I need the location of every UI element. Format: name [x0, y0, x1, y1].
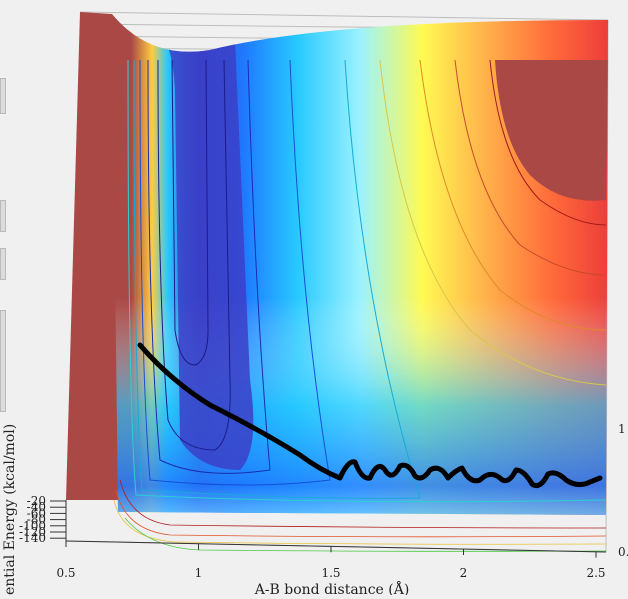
z-tick-label: -40	[27, 500, 46, 514]
x-tick-labels: 0.5 1 1.5 2 2.5	[56, 541, 606, 580]
z-tick-labels: -20-40-60-80-100-120-140	[19, 494, 66, 545]
contour-lines	[127, 59, 607, 503]
x-tick-label: 2.5	[586, 566, 605, 580]
z-tick-label: -60	[27, 506, 46, 520]
z-axis-label: ential Energy (kcal/mol)	[2, 424, 18, 595]
x-tick-label: 0.5	[56, 566, 75, 580]
surface-left-wall	[66, 12, 120, 500]
z-tick-label: -120	[19, 525, 46, 539]
surface-fill	[112, 14, 608, 515]
toolbar-edge-button[interactable]	[0, 248, 6, 280]
toolbar-edge-button[interactable]	[0, 310, 6, 412]
y-tick-label: 1	[618, 422, 626, 436]
x-tick-label: 1.5	[321, 566, 340, 580]
z-tick-label: -80	[27, 513, 46, 527]
z-tick-label: -140	[19, 531, 46, 545]
x-tick-label: 1	[195, 566, 203, 580]
y-tick-labels: 1 0.	[618, 422, 628, 559]
trajectory-line	[137, 342, 603, 489]
floor-contours	[113, 479, 607, 552]
toolbar-edge-button[interactable]	[0, 200, 6, 232]
toolbar-edge-button[interactable]	[0, 78, 6, 114]
x-tick-label: 2	[460, 566, 468, 580]
x-axis-label: A-B bond distance (Å)	[254, 580, 410, 595]
y-tick-label: 0.	[618, 545, 628, 559]
z-tick-label: -20	[27, 494, 46, 508]
z-tick-label: -100	[19, 519, 46, 533]
